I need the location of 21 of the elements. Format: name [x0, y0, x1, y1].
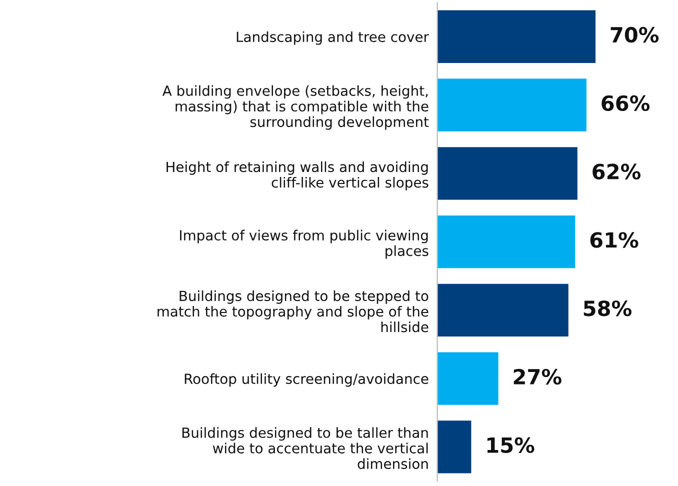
bar: [437, 10, 596, 63]
data-label: 61%: [590, 232, 638, 248]
data-label: 58%: [584, 300, 632, 316]
data-label: 66%: [602, 95, 650, 112]
bar: [437, 215, 576, 268]
y-tick-label: Landscaping and tree cover: [236, 31, 429, 45]
data-label: 62%: [592, 164, 641, 180]
y-tick-label: Rooftop utility screening/avoidance: [184, 373, 428, 387]
y-tick-label: Buildings designed to be stepped to match the topography and slope of the hillside: [158, 290, 428, 332]
data-label: 15%: [487, 437, 534, 453]
data-label: 27%: [514, 368, 562, 385]
data-label: 70%: [610, 26, 659, 43]
bar: [437, 420, 472, 474]
bar: [437, 284, 568, 336]
y-tick-label: Buildings designed to be taller than wide to accentuate the vertical dimension: [182, 427, 428, 470]
y-tick-label: Height of retaining walls and avoiding cliff-like vertical slopes: [166, 161, 428, 190]
bar: [437, 78, 586, 132]
y-tick-label: A building envelope (setbacks, height, massing) that is compatible with the surrounding development: [162, 85, 429, 130]
y-tick-label: Impact of views from public viewing places: [180, 230, 428, 259]
bar: [437, 352, 498, 405]
bar: [437, 147, 578, 200]
